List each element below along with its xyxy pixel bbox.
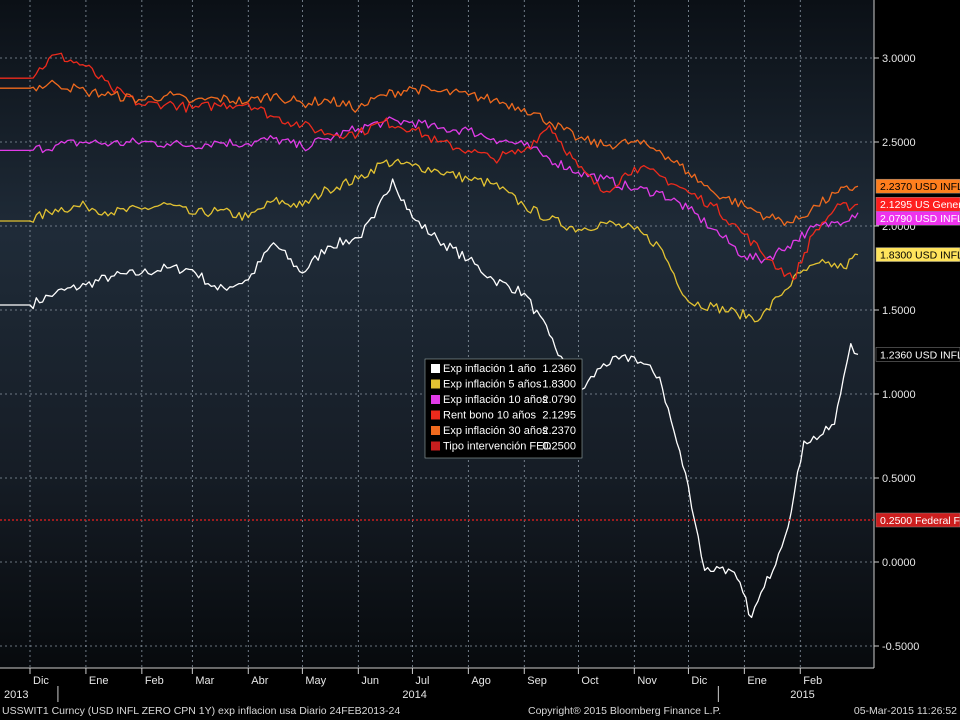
y-tick-label: 1.5000: [882, 305, 916, 317]
year-label: 2015: [790, 689, 814, 701]
legend-label: Exp inflación 30 años: [443, 425, 548, 437]
legend-label: Exp inflación 1 año: [443, 363, 536, 375]
legend-swatch: [431, 364, 440, 373]
y-tick-label: 0.5000: [882, 473, 916, 485]
x-tick-label: Abr: [251, 675, 268, 687]
footer-center: Copyright® 2015 Bloomberg Finance L.P.: [528, 705, 721, 717]
series-layer: [0, 52, 874, 619]
x-axis: Dic Ene Feb Mar Abr May Jun Jul Ago Sep Oct Nov Dic E…: [0, 667, 874, 702]
footer-left: USSWIT1 Curncy (USD INFL ZERO CPN 1Y) ex…: [2, 705, 400, 717]
x-tick-label: Jul: [415, 675, 429, 687]
y-tick-label: 2.5000: [882, 137, 916, 149]
y-tick-label: 3.0000: [882, 53, 916, 65]
x-tick-label: Ene: [747, 675, 767, 687]
legend-value: 1.2360: [542, 363, 576, 375]
x-tick-label: Sep: [527, 675, 547, 687]
year-label: 2014: [402, 689, 426, 701]
x-tick-label: Nov: [637, 675, 657, 687]
series-line: [0, 52, 859, 281]
last-value-tag-box: [875, 347, 960, 362]
x-tick-label: Dic: [33, 675, 49, 687]
legend-label: Tipo intervención FED: [443, 441, 551, 453]
series-line: [0, 116, 859, 264]
legend-value: 2.2370: [542, 425, 576, 437]
x-tick-label: Oct: [581, 675, 598, 687]
legend-value: 0.2500: [542, 441, 576, 453]
last-value-tag-box: [875, 247, 960, 262]
last-value-tag-label: 1.2360 USD INFL: [880, 349, 960, 361]
legend-value: 2.0790: [542, 394, 576, 406]
footer-right: 05-Mar-2015 11:26:52: [854, 705, 957, 717]
x-tick-label: Ene: [89, 675, 109, 687]
x-tick-label: Feb: [145, 675, 164, 687]
last-value-tag-box: [875, 512, 960, 528]
legend-value: 1.8300: [542, 379, 576, 391]
legend-swatch: [431, 379, 440, 389]
last-value-tags: 2.2370 USD INFL 2.1295 US Generi 2.0790 US…: [875, 178, 960, 528]
last-value-tag-box: [875, 178, 960, 194]
x-tick-label: Ago: [471, 675, 491, 687]
right-axis-panel: [874, 0, 960, 668]
y-axis: 3.00002.50002.00001.50001.00000.50000.00…: [873, 0, 919, 668]
last-value-tag-label: 2.0790 USD INFL: [880, 213, 960, 225]
grid-lines: [0, 0, 874, 668]
y-tick-label: -0.5000: [882, 641, 919, 653]
legend-label: Exp inflación 5 años: [443, 379, 542, 391]
y-tick-label: 1.0000: [882, 389, 916, 401]
legend-label: Exp inflación 10 años: [443, 394, 548, 406]
year-label: 2013: [4, 689, 28, 701]
x-tick-label: Jun: [361, 675, 379, 687]
x-tick-label: Dic: [691, 675, 707, 687]
x-tick-label: Feb: [803, 675, 822, 687]
last-value-tag-label: 0.2500 Federal F: [880, 515, 960, 527]
last-value-tag-label: 2.1295 US Generi: [880, 199, 960, 211]
x-tick-label: Mar: [195, 675, 214, 687]
last-value-tag-label: 2.2370 USD INFL: [880, 181, 960, 193]
legend-swatch: [431, 395, 440, 404]
legend-swatch: [431, 441, 440, 451]
series-line: [0, 79, 859, 226]
last-value-tag-box: [875, 210, 960, 226]
x-tick-label: May: [305, 675, 326, 687]
legend-swatch: [431, 426, 440, 435]
bottom-axis-panel: [0, 668, 960, 720]
legend-swatch: [431, 410, 440, 420]
legend-value: 2.1295: [542, 410, 576, 422]
legend-box: [424, 358, 583, 459]
y-tick-label: 0.0000: [882, 557, 916, 569]
series-line: [0, 178, 859, 619]
footer: USSWIT1 Curncy (USD INFL ZERO CPN 1Y) ex…: [2, 705, 957, 717]
series-line: [0, 158, 859, 323]
legend-label: Rent bono 10 años: [443, 410, 536, 422]
last-value-tag-label: 1.8300 USD INFL: [880, 250, 960, 262]
plot-background: [0, 0, 874, 668]
